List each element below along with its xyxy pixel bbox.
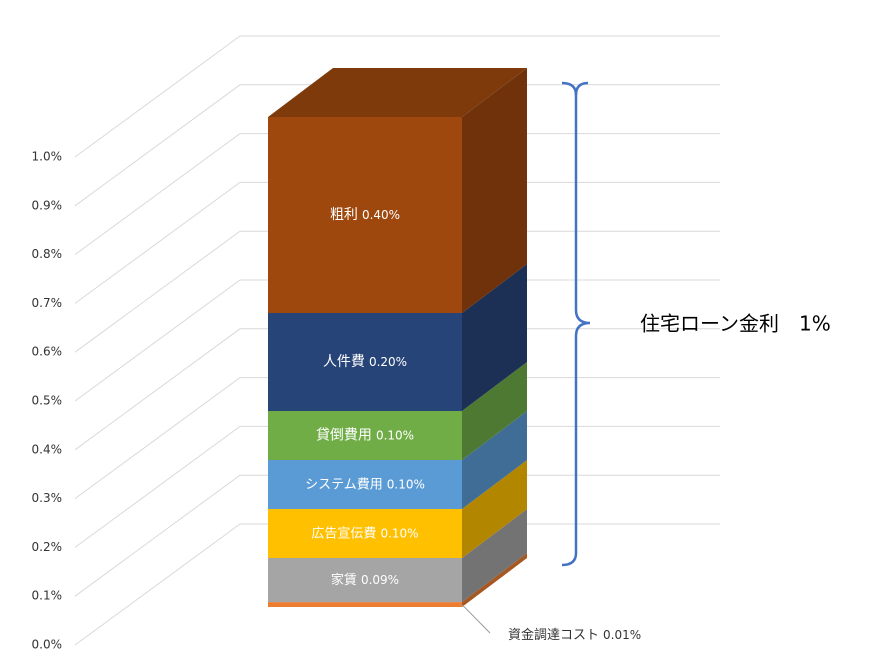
bar-side: [462, 411, 527, 509]
series-name: 貸倒費用: [316, 428, 372, 444]
bar-segment: [268, 117, 462, 313]
series-name: 粗利: [330, 207, 358, 223]
grid-line: [74, 328, 720, 451]
y-tick-label: 0.0%: [32, 638, 63, 652]
bar-segment: [268, 411, 462, 460]
bar-segment: [268, 558, 462, 603]
data-label: 家賃 0.09%: [331, 572, 399, 588]
data-label: 貸倒費用 0.10%: [316, 428, 414, 444]
grid-line: [74, 377, 720, 500]
data-label: 資金調達コスト 0.01%: [508, 627, 641, 643]
leader-line: [461, 604, 491, 634]
value-label: 0.10%: [380, 526, 418, 540]
brace-top: [561, 81, 578, 96]
grid-line: [74, 425, 720, 548]
data-label: 人件費 0.20%: [323, 354, 407, 370]
brace: [561, 81, 591, 567]
plot: 0.0% 0.1% 0.2% 0.3% 0.4% 0.5% 0.6% 0.7% 0.8% 0.9%…: [32, 35, 720, 652]
grid-line: [74, 523, 720, 646]
series-name: システム費用: [305, 477, 383, 492]
series-name: 家賃: [331, 572, 357, 588]
y-tick-label: 0.7%: [32, 296, 63, 310]
y-tick-label: 0.5%: [32, 394, 63, 408]
grid-line: [74, 181, 720, 304]
y-tick-label: 1.0%: [32, 150, 63, 164]
value-label: 0.40%: [362, 208, 400, 222]
series-name: 人件費: [323, 354, 365, 370]
bar-segment: [268, 313, 462, 411]
data-label: 粗利 0.40%: [330, 207, 400, 223]
y-tick-label: 0.2%: [32, 540, 63, 554]
y-tick-label: 0.1%: [32, 589, 63, 603]
bar-top: [268, 68, 527, 117]
bar-side: [462, 362, 527, 460]
grid-line: [74, 133, 720, 256]
bar-segment: [268, 602, 462, 607]
series-name: 広告宣伝費: [311, 525, 376, 541]
y-tick-label: 0.9%: [32, 198, 63, 212]
grid-line: [74, 230, 720, 353]
value-label: 0.01%: [603, 628, 641, 642]
grid-line: [74, 84, 720, 207]
value-label: 0.10%: [387, 477, 425, 491]
value-label: 0.09%: [361, 573, 399, 587]
grid-line: [74, 474, 720, 597]
bar-side: [462, 68, 527, 313]
grid-line: [74, 35, 720, 158]
y-tick-label: 0.8%: [32, 247, 63, 261]
bar-segment: [268, 460, 462, 509]
bar-side: [462, 553, 527, 607]
annotation: 住宅ローン金利 1%: [640, 312, 831, 336]
y-tick-label: 0.4%: [32, 442, 63, 456]
value-label: 0.20%: [369, 355, 407, 369]
series-name: 資金調達コスト: [508, 627, 599, 643]
y-tick-label: 0.3%: [32, 491, 63, 505]
grid-line: [74, 279, 720, 402]
data-label: システム費用 0.10%: [305, 477, 425, 492]
y-tick-label: 0.6%: [32, 345, 63, 359]
bar-side: [462, 460, 527, 558]
bar-side: [462, 509, 527, 603]
bar-segment: [268, 509, 462, 558]
data-label: 広告宣伝費 0.10%: [311, 525, 418, 541]
value-label: 0.10%: [376, 428, 414, 442]
